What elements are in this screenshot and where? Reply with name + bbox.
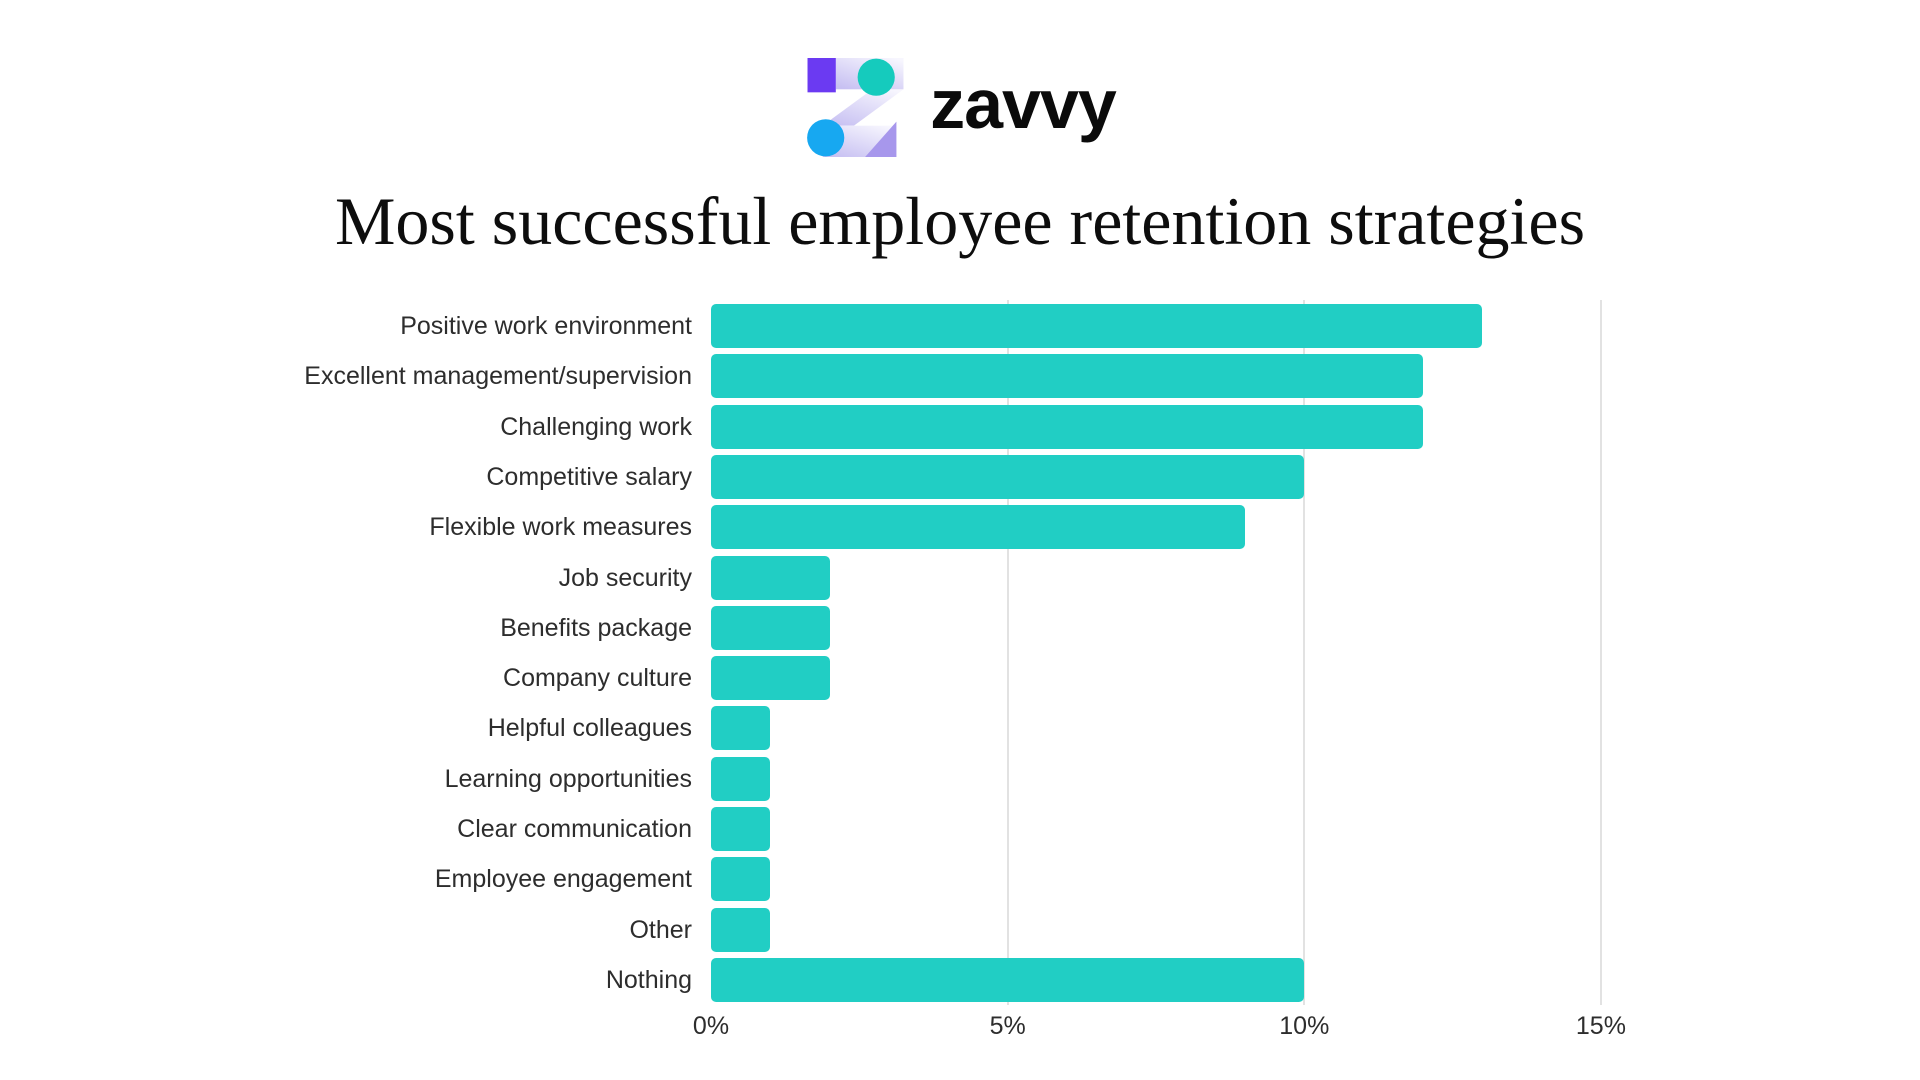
bar-benefits-package xyxy=(711,605,830,650)
category-label: Competitive salary xyxy=(486,462,692,491)
zavvy-logo-icon xyxy=(807,58,904,157)
category-label: Positive work environment xyxy=(400,312,692,340)
bar-nothing xyxy=(711,957,1305,1002)
bar-challenging-work xyxy=(711,404,1423,449)
bar-company-culture xyxy=(711,656,830,701)
gridline-10pct xyxy=(1303,300,1306,1005)
bar-employee-engagement xyxy=(711,857,771,902)
category-label: Clear communication xyxy=(457,815,692,843)
category-label: Job security xyxy=(558,563,692,592)
x-axis-tick-label: 10% xyxy=(1279,1012,1330,1040)
category-label: Benefits package xyxy=(500,613,692,642)
bar-excellent-management-supervision xyxy=(711,354,1423,399)
page-title: Most successful employee retention strat… xyxy=(334,183,1586,259)
bar-competitive-salary xyxy=(711,454,1305,499)
gridline-15pct xyxy=(1599,300,1602,1005)
blue-circle-icon xyxy=(807,119,845,157)
x-axis-tick-label: 15% xyxy=(1575,1012,1626,1040)
bar-other xyxy=(711,907,771,952)
bar-learning-opportunities xyxy=(711,756,771,801)
category-label: Flexible work measures xyxy=(429,513,692,542)
bar-job-security xyxy=(711,555,830,600)
category-label: Challenging work xyxy=(500,412,692,441)
gridline-5pct xyxy=(1006,300,1009,1005)
category-label: Nothing xyxy=(605,965,692,994)
bar-flexible-work-measures xyxy=(711,505,1245,550)
teal-circle-icon xyxy=(857,58,895,96)
x-axis-tick-label: 5% xyxy=(989,1012,1026,1040)
category-label: Company culture xyxy=(503,664,692,693)
purple-square-icon xyxy=(807,58,836,93)
category-label: Employee engagement xyxy=(434,865,692,894)
category-label: Helpful colleagues xyxy=(487,714,692,743)
category-label: Excellent management/supervision xyxy=(304,362,692,391)
bar-helpful-colleagues xyxy=(711,706,771,751)
logo: zavvy xyxy=(0,58,1920,158)
bar-positive-work-environment xyxy=(711,304,1483,348)
x-axis-tick-label: 0% xyxy=(692,1012,730,1040)
category-label: Learning opportunities xyxy=(444,764,692,793)
brand-wordmark: zavvy xyxy=(930,65,1117,143)
bar-clear-communication xyxy=(711,807,771,851)
category-label: Other xyxy=(629,915,692,944)
